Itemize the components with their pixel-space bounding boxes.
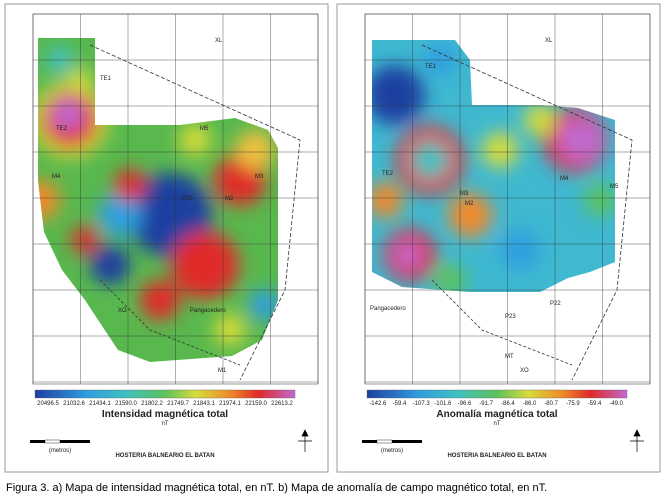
heat-blobs (372, 44, 615, 292)
colorbar-label: 21590.0 (115, 401, 137, 407)
colorbar-label: -80.7 (544, 401, 558, 407)
heat-blob (171, 231, 239, 299)
map-footer: HOSTERIA BALNEARIO EL BATAN (447, 453, 546, 459)
map-label: Pangacedero (370, 306, 406, 312)
colorbar-label: -75.9 (566, 401, 580, 407)
map-label: P22 (182, 196, 193, 202)
colorbar-label: 20496.5 (37, 401, 59, 407)
colorbar-label: 21434.1 (89, 401, 111, 407)
map-label: M2 (465, 201, 474, 207)
colorbar-label: -107.3 (413, 401, 431, 407)
colorbar-label: -86.0 (523, 401, 537, 407)
colorbar-label: -91.7 (479, 401, 493, 407)
heat-blob (524, 104, 556, 136)
map-label: M2 (225, 196, 234, 202)
boundary (89, 44, 301, 381)
heat-blob (372, 182, 403, 218)
map-label: M1 (218, 368, 227, 374)
heat-blob (500, 230, 540, 270)
map-title: Anomalía magnética total (436, 409, 557, 420)
map-label: P23 (505, 314, 516, 320)
map-footer: HOSTERIA BALNEARIO EL BATAN (115, 453, 214, 459)
unit: nT (493, 421, 500, 427)
colorbar-label: 21802.2 (141, 401, 163, 407)
map-label: M3 (255, 174, 264, 180)
road (99, 279, 241, 366)
colorbar-label: -86.4 (501, 401, 515, 407)
map-title: Intensidad magnética total (102, 409, 228, 420)
colorbar-label: 21974.1 (219, 401, 241, 407)
map-label: TE2 (382, 171, 394, 177)
heat-blob (114, 169, 146, 201)
map-label: TE1 (100, 76, 112, 82)
map-label: XL (215, 38, 223, 44)
boundary (421, 44, 633, 381)
colorbar-label: 22159.0 (245, 401, 267, 407)
heat-blob (235, 130, 275, 170)
scale-unit: (metros) (381, 448, 403, 454)
heat-blob (434, 264, 466, 292)
map-label: M4 (560, 176, 569, 182)
map-label: TE2 (56, 126, 68, 132)
heat-blob (98, 193, 142, 237)
map-label: XL (545, 38, 553, 44)
heat-blob (179, 124, 211, 156)
colorbar-label: -49.0 (609, 401, 623, 407)
heat-blob (394, 241, 422, 269)
heat-blob (558, 118, 602, 162)
map-label: XO (118, 308, 127, 314)
heat-blob (90, 245, 130, 285)
colorbar (366, 389, 628, 399)
colorbar-label: -59.4 (588, 401, 602, 407)
map-label: M3 (460, 191, 469, 197)
map-label: M5 (200, 126, 209, 132)
map-label: XO (520, 368, 529, 374)
scale-bar (44, 439, 61, 444)
colorbar-label: -96.6 (458, 401, 472, 407)
map-label: Pangacedero (190, 308, 226, 314)
heat-blob (214, 314, 246, 346)
heat-blob (52, 99, 84, 131)
north-arrow (630, 429, 644, 452)
caption: Figura 3. a) Mapa de intensidad magnétic… (6, 482, 547, 494)
map-label: P22 (550, 301, 561, 307)
map-label: MT (505, 354, 514, 360)
map-panel: XL TE1 TE2 M5 M4 M3 M2 P22 P23 Pangacedero XO MT -14… (336, 3, 661, 473)
heat-blob (584, 184, 615, 216)
map-label: M5 (610, 184, 619, 190)
north-arrow (298, 429, 312, 452)
heat-blob (448, 193, 492, 237)
scale-unit: (metros) (49, 448, 71, 454)
colorbar-label: 21843.1 (193, 401, 215, 407)
heat-blob (140, 280, 180, 320)
heat-blob (71, 226, 99, 254)
heat-blob (372, 65, 425, 125)
heat-blob (68, 68, 92, 92)
colorbar-label: 21032.6 (63, 401, 85, 407)
road (431, 279, 573, 366)
map-label: M4 (52, 174, 61, 180)
colorbar-label: -142.6 (369, 401, 387, 407)
heat-blob (482, 132, 518, 168)
heat-blob (410, 140, 450, 180)
map-panel: XL TE1 TE2 M5 M4 M3 M2 P22 Pangacedero XO M1 20496.… (4, 3, 329, 473)
map-label: TE1 (425, 64, 437, 70)
colorbar-label: -101.6 (434, 401, 452, 407)
colorbar-label: 22613.2 (271, 401, 293, 407)
scale-bar (376, 439, 393, 444)
unit: nT (161, 421, 168, 427)
colorbar-label: 21749.7 (167, 401, 189, 407)
colorbar-label: -59.4 (393, 401, 407, 407)
colorbar (34, 389, 296, 399)
